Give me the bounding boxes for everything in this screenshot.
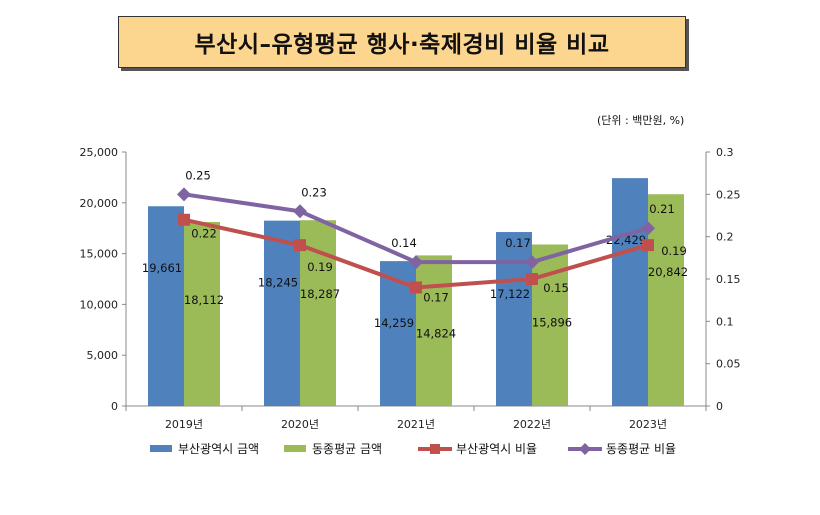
y-right-tick-label: 0.15 [716, 273, 741, 286]
x-tick-label: 2020년 [281, 418, 319, 431]
bar-data-label: 14,824 [416, 326, 456, 340]
y-right-tick-label: 0.1 [716, 315, 734, 328]
legend-swatch [284, 445, 306, 452]
bar-peer [416, 255, 452, 406]
bar-data-label: 15,896 [532, 315, 572, 329]
line-data-label: 0.25 [185, 168, 211, 182]
bar-data-label: 18,245 [258, 276, 298, 290]
line-data-label: 0.22 [191, 227, 217, 241]
y-left-tick-label: 10,000 [80, 298, 119, 311]
line-peer-ratio [183, 192, 649, 265]
y-right-tick-label: 0.05 [716, 358, 741, 371]
line-data-label: 0.15 [543, 281, 569, 295]
line-data-label: 0.19 [661, 244, 687, 258]
line-marker-busan [178, 213, 190, 226]
y-left-tick-label: 5,000 [87, 349, 119, 362]
line-data-label: 0.23 [301, 185, 327, 199]
line-marker-peer [293, 204, 307, 219]
y-left-tick-label: 20,000 [80, 197, 119, 210]
legend-swatch-marker [579, 443, 591, 455]
legend-swatch [150, 445, 172, 452]
bar-busan [264, 220, 300, 406]
line-marker-busan [410, 281, 422, 294]
legend-label: 부산광역시 비율 [456, 442, 537, 456]
line-data-label: 0.21 [649, 202, 675, 216]
y-right-tick-label: 0 [716, 400, 723, 413]
bar-busan [148, 206, 184, 406]
bar-data-label: 14,259 [374, 316, 414, 330]
y-left-tick-label: 25,000 [80, 146, 119, 159]
bar-peer [184, 221, 220, 406]
bar-data-label: 18,287 [300, 287, 340, 301]
line-marker-busan [526, 273, 538, 285]
x-tick-label: 2021년 [397, 418, 435, 431]
legend-label: 부산광역시 금액 [178, 442, 259, 456]
y-right-tick-label: 0.2 [716, 231, 734, 244]
x-tick-label: 2019년 [165, 418, 203, 431]
legend-label: 동종평균 비율 [606, 442, 676, 456]
y-left-tick-label: 0 [111, 400, 118, 413]
legend-label: 동종평균 금액 [312, 442, 382, 456]
bar-busan [612, 178, 648, 406]
legend-swatch-marker [430, 444, 440, 454]
line-data-label: 0.17 [505, 236, 531, 250]
unit-label: (단위 : 백만원, %) [597, 114, 685, 127]
chart-title: 부산시–유형평균 행사·축제경비 비율 비교 [118, 16, 686, 68]
line-data-label: 0.17 [423, 290, 449, 304]
line-data-label: 0.19 [307, 260, 333, 274]
bar-busan [496, 232, 532, 406]
bar-data-label: 19,661 [142, 261, 182, 275]
y-right-tick-label: 0.3 [716, 146, 734, 159]
line-marker-peer [177, 187, 191, 202]
y-right-tick-label: 0.25 [716, 188, 741, 201]
y-left-tick-label: 15,000 [80, 248, 119, 261]
line-marker-busan [642, 239, 654, 252]
bar-data-label: 20,842 [648, 265, 688, 279]
line-marker-peer [409, 255, 423, 270]
bar-peer [648, 194, 684, 406]
line-marker-peer [641, 221, 655, 236]
bar-data-label: 17,122 [490, 287, 530, 301]
line-data-label: 0.14 [391, 236, 417, 250]
x-tick-label: 2022년 [513, 418, 551, 431]
x-tick-label: 2023년 [629, 418, 667, 431]
bar-data-label: 18,112 [184, 293, 224, 307]
line-marker-peer [525, 255, 539, 270]
line-marker-busan [294, 239, 306, 252]
